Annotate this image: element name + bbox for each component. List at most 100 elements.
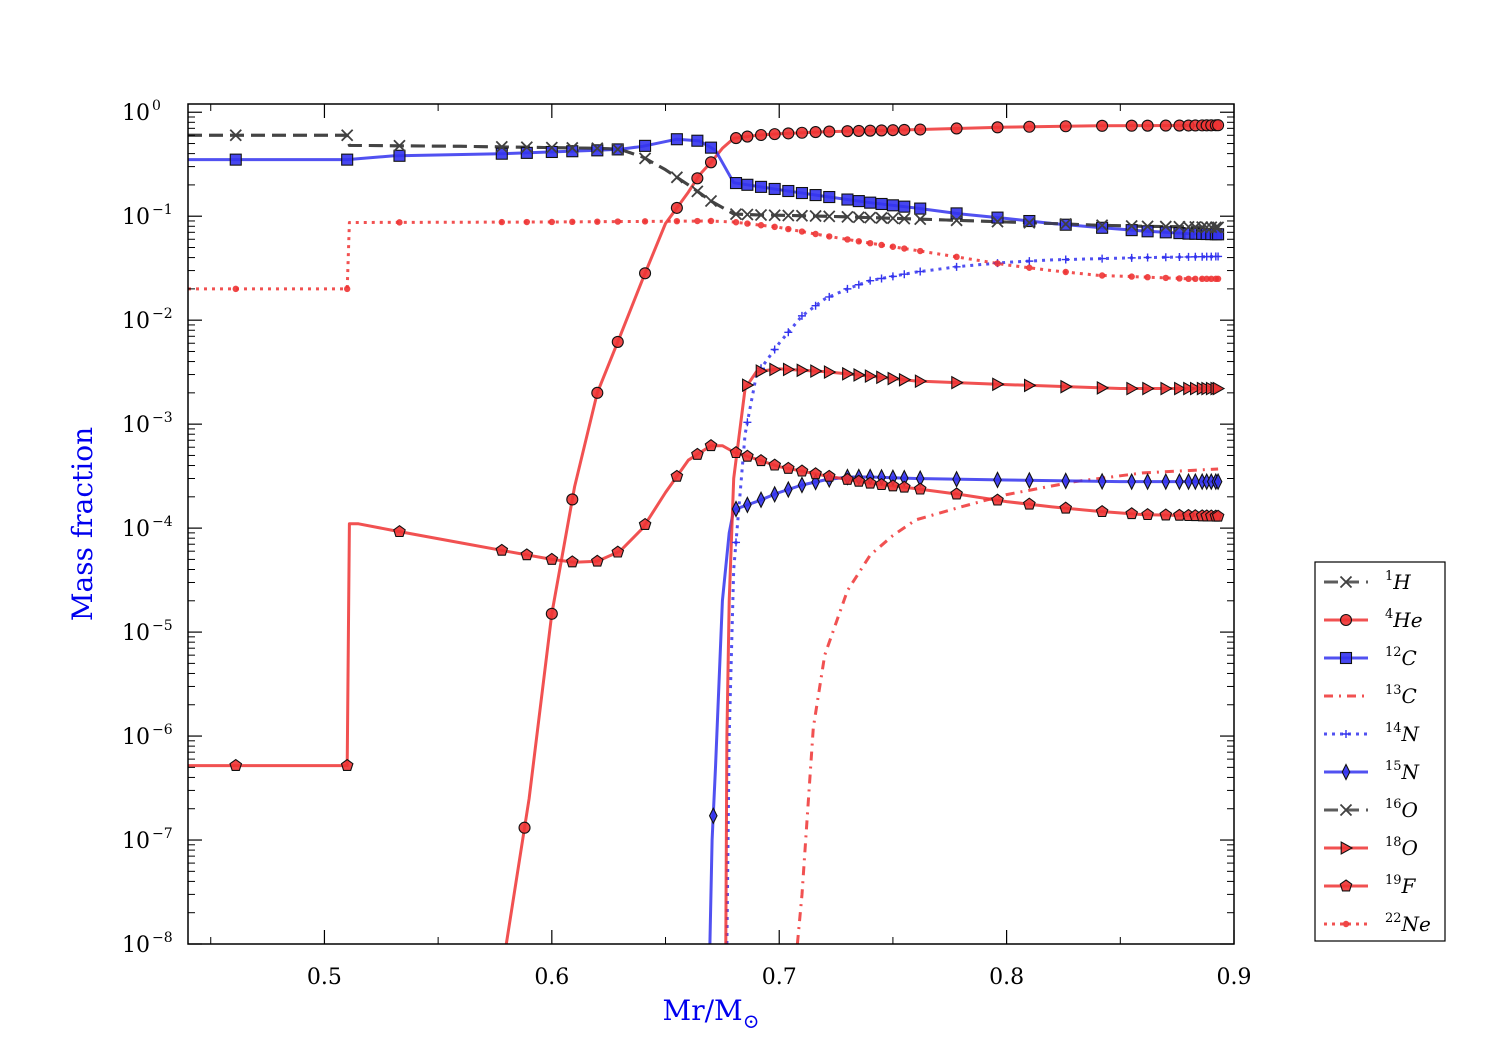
marker-22Ne-6 [569,218,576,226]
y-tick-label-8: 10 −8 [122,930,173,958]
marker-4He-15 [809,126,822,139]
marker-19F-17 [781,461,795,474]
marker-14N-22 [1161,253,1170,262]
marker-16O-7 [591,142,604,155]
marker-4He-8 [704,156,718,169]
marker-19F-43 [1211,509,1225,522]
marker-12C-7 [591,144,604,157]
marker-18O-18 [1096,380,1110,395]
marker-4He-9 [729,132,743,145]
x-tick-label-4: 0.9 [1217,965,1252,990]
marker-19F-9 [638,517,652,530]
marker-12C-12 [704,141,718,154]
legend-label-4He: 4He [1385,607,1423,632]
marker-14N-24 [1184,252,1193,261]
marker-14N-25 [1191,252,1200,261]
marker-16O-20 [823,210,836,223]
marker-22Ne-37 [1185,275,1192,283]
marker-12C-22 [852,195,865,208]
marker-16O-22 [852,211,865,224]
marker-22Ne-34 [1144,274,1151,281]
marker-18O-10 [876,370,889,385]
marker-4He-29 [1125,119,1138,132]
marker-4He-30 [1141,119,1154,132]
marker-16O-8 [611,143,624,156]
series-line-15N [708,475,1219,944]
marker-16O-25 [886,212,900,225]
marker-22Ne-22 [855,238,863,245]
marker-16O-29 [991,215,1004,228]
marker-19F-33 [1125,507,1139,520]
marker-16O-2 [393,139,406,152]
marker-19F-10 [670,469,684,482]
marker-16O-13 [729,207,743,221]
marker-12C-27 [914,202,927,215]
marker-16O-39 [1196,220,1209,234]
marker-18O-11 [887,371,901,386]
x-tick-label-2: 0.7 [762,965,797,990]
marker-22Ne-36 [1176,275,1183,282]
marker-18O-21 [1160,381,1173,396]
marker-19F-4 [520,548,534,561]
marker-layer [229,119,1226,834]
marker-22Ne-3 [498,218,505,226]
marker-14N-17 [1025,257,1034,266]
marker-16O-42 [1209,221,1222,234]
marker-15N-2 [743,496,752,514]
marker-22Ne-20 [826,233,833,240]
marker-16O-23 [864,211,877,224]
marker-4He-39 [1212,119,1225,132]
marker-4He-12 [768,128,781,141]
marker-19F-24 [875,477,888,491]
marker-19F-23 [863,476,877,489]
marker-12C-28 [950,207,963,220]
marker-22Ne-38 [1192,275,1199,283]
y-tick-label-5: 10 −5 [122,618,173,646]
legend-marker-18O [1340,841,1354,855]
legend-marker-12C [1339,651,1353,665]
legend-marker-16O [1339,803,1353,817]
legend-marker-22Ne [1342,920,1350,928]
legend-label-15N: 15N [1385,759,1421,784]
marker-22Ne-24 [878,241,885,249]
marker-22Ne-33 [1128,273,1135,280]
marker-15N-23 [1161,472,1171,491]
marker-12C-33 [1125,224,1138,237]
marker-14N-1 [743,418,752,427]
series-line-16O [188,133,1219,229]
marker-19F-8 [611,545,625,558]
marker-4He-24 [950,122,963,135]
marker-19F-6 [565,555,579,568]
marker-16O-9 [638,152,652,165]
y-tick-label-0: 10 0 [122,98,161,126]
marker-15N-16 [952,470,961,488]
marker-22Ne-43 [1214,275,1222,283]
marker-12C-1 [341,153,354,166]
legend-entry-1H: 1H [1324,569,1411,594]
x-axis-title-symbol: ⊙ [743,1009,760,1033]
marker-4He-20 [875,124,888,137]
legend-entry-22Ne: 22Ne [1324,911,1431,936]
marker-14N-10 [866,276,875,285]
marker-22Ne-14 [744,220,751,227]
marker-15N-19 [1061,472,1071,490]
marker-4He-28 [1096,119,1109,132]
marker-12C-24 [875,197,888,211]
marker-16O-34 [1141,220,1154,233]
marker-4He-21 [886,124,899,137]
marker-22Ne-32 [1098,272,1106,279]
marker-18O-17 [1060,379,1073,394]
marker-19F-11 [691,447,704,460]
marker-19F-15 [754,454,768,467]
marker-19F-19 [809,467,822,480]
marker-18O-12 [898,372,912,387]
marker-14N-21 [1143,253,1152,262]
legend-marker-15N [1341,763,1351,781]
marker-4He-14 [795,126,809,139]
marker-18O-20 [1142,381,1155,396]
marker-18O-24 [1189,381,1203,396]
marker-4He-6 [670,201,683,214]
legend-label-13C: 13C [1385,683,1417,708]
marker-22Ne-17 [785,225,792,233]
x-axis-title-text: Mr/M [663,994,743,1027]
